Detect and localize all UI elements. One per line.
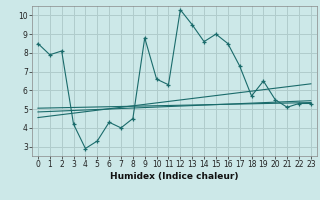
X-axis label: Humidex (Indice chaleur): Humidex (Indice chaleur) <box>110 172 239 181</box>
